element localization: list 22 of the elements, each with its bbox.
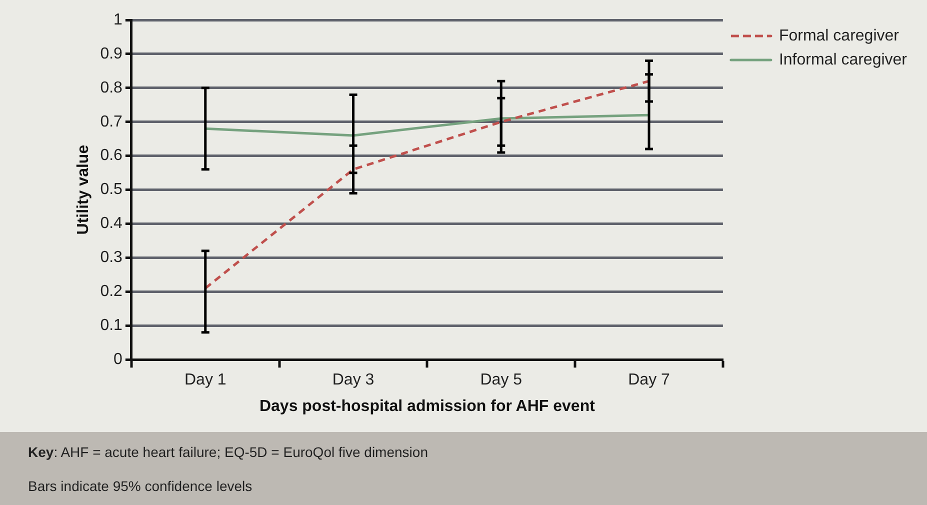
y-tick-label: 0.6	[100, 147, 123, 164]
y-axis-title: Utility value	[75, 144, 92, 235]
y-tick-label: 0	[114, 351, 123, 368]
y-tick-label: 0.4	[100, 215, 123, 232]
x-tick-label: Day 5	[480, 372, 522, 389]
y-tick-label: 0.5	[100, 181, 123, 198]
x-tick-label: Day 3	[332, 372, 374, 389]
text: Key: AHF = acute heart failure; EQ-5D = EuroQol five dimension	[28, 443, 429, 462]
legend-label: Informal caregiver	[778, 51, 908, 68]
x-axis-title: Days post-hospital admission for AHF event	[259, 398, 596, 415]
y-tick-label: 1	[114, 11, 123, 28]
text: Bars indicate 95% confidence levels	[28, 477, 254, 496]
y-tick-label: 0.2	[100, 283, 123, 300]
y-tick-label: 0.3	[100, 249, 123, 266]
y-tick-label: 0.9	[100, 45, 123, 62]
y-tick-label: 0.7	[100, 113, 123, 130]
legend-label: Formal caregiver	[778, 27, 900, 44]
y-tick-label: 0.1	[100, 317, 123, 334]
x-tick-label: Day 1	[184, 372, 226, 389]
x-tick-label: Day 7	[628, 372, 670, 389]
y-tick-label: 0.8	[100, 79, 123, 96]
line-series	[204, 80, 650, 290]
